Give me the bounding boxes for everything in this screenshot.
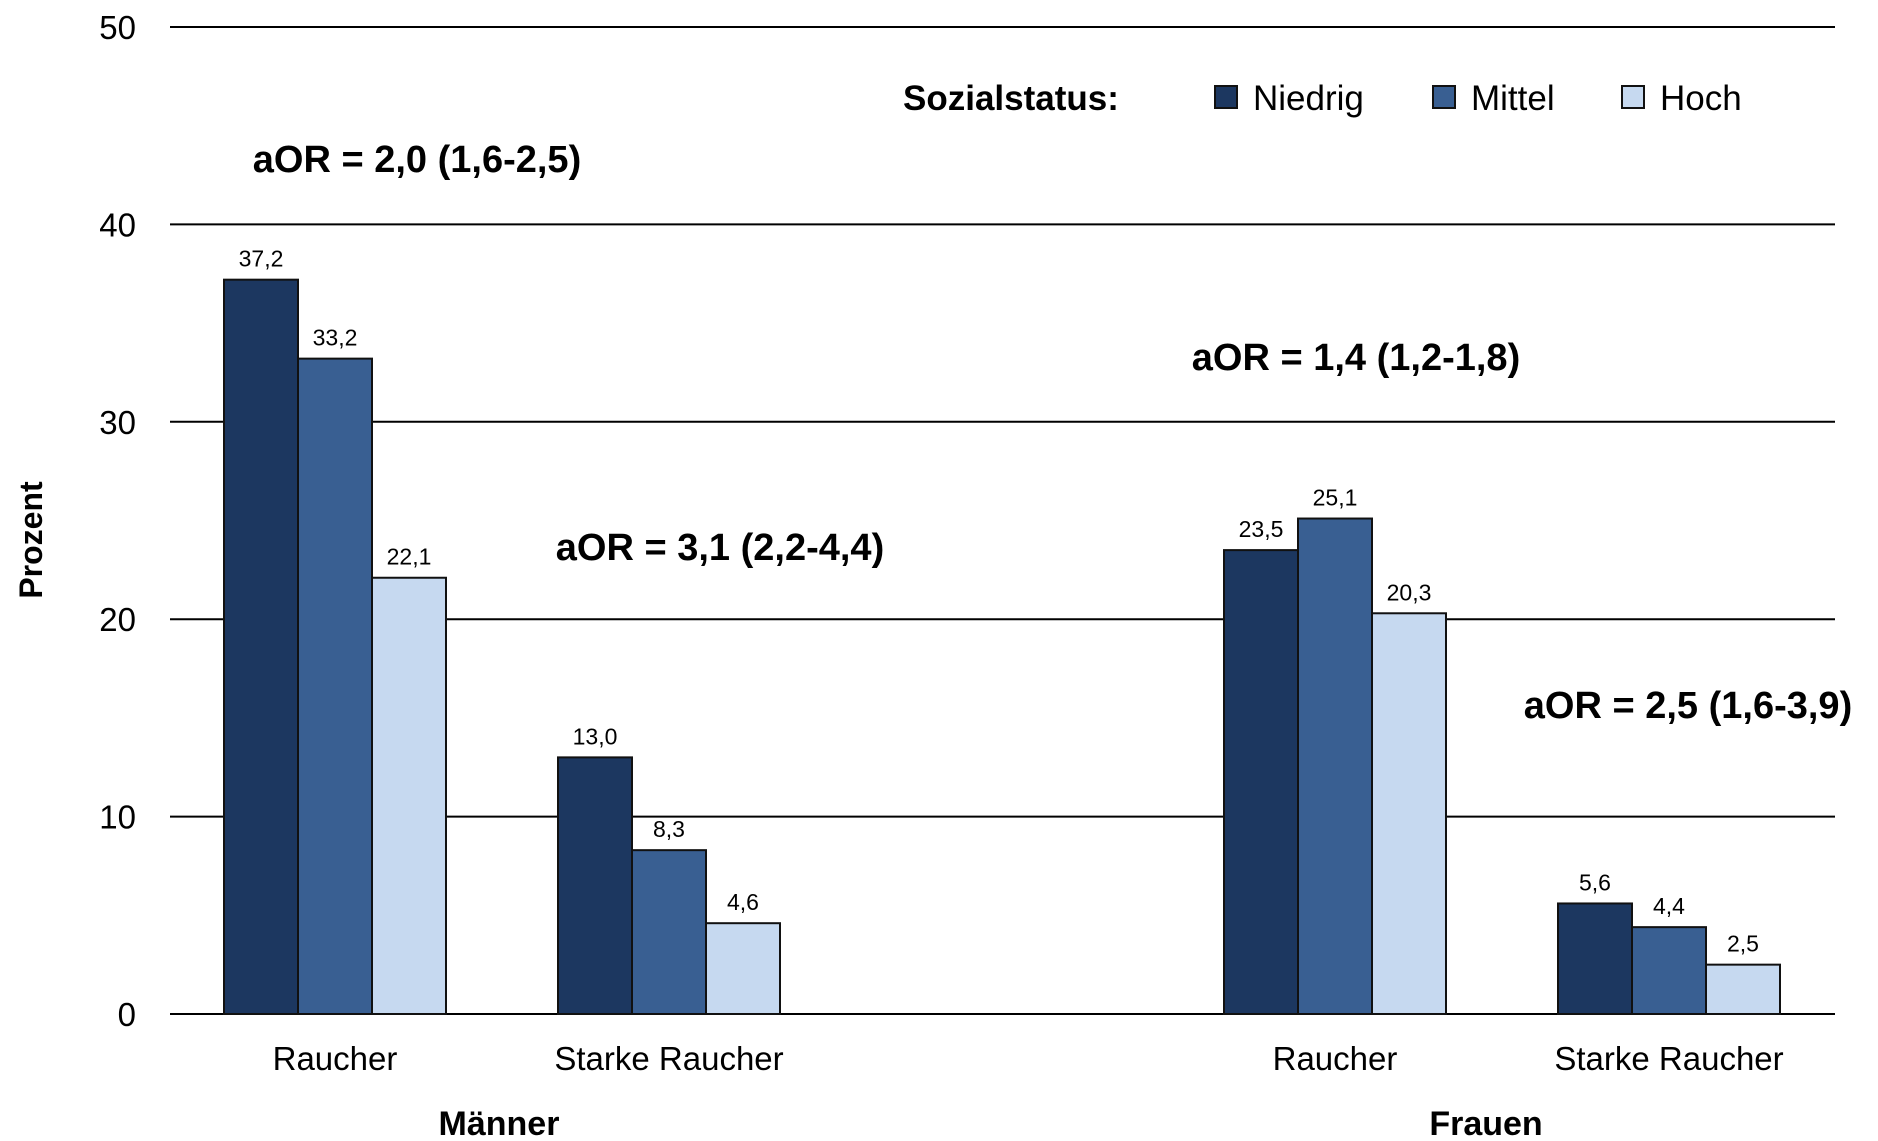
data-label: 20,3	[1387, 579, 1432, 605]
legend-label: Hoch	[1660, 79, 1742, 118]
legend-title: Sozialstatus:	[903, 79, 1119, 118]
legend-swatch-mittel	[1432, 85, 1456, 109]
data-label: 4,4	[1653, 893, 1685, 919]
legend-swatch-niedrig	[1214, 85, 1238, 109]
bar-hoch	[1371, 612, 1447, 1015]
bar-mittel	[297, 357, 373, 1015]
data-label: 13,0	[573, 723, 618, 749]
bar-niedrig	[223, 278, 299, 1015]
bar-hoch	[371, 576, 447, 1015]
data-label: 23,5	[1239, 516, 1284, 542]
y-axis-label: Prozent	[13, 481, 49, 599]
bar-niedrig	[1223, 549, 1299, 1015]
legend: Sozialstatus: Niedrig Mittel Hoch	[903, 79, 1742, 118]
bars	[223, 278, 1781, 1016]
category-label: Starke Raucher	[1554, 1040, 1783, 1077]
y-tick-label: 30	[99, 404, 136, 441]
data-label: 22,1	[387, 544, 432, 570]
aor-annotation: aOR = 2,0 (1,6-2,5)	[253, 139, 581, 181]
category-labels: Raucher Starke Raucher Männer Raucher Starke…	[273, 1040, 1784, 1141]
aor-annotations: aOR = 2,0 (1,6-2,5) aOR = 3,1 (2,2-4,4) aO…	[253, 139, 1852, 727]
group-label: Männer	[439, 1105, 560, 1141]
data-label: 5,6	[1579, 869, 1611, 895]
data-label: 8,3	[653, 816, 685, 842]
bar-hoch	[1705, 963, 1781, 1016]
bar-mittel	[1631, 926, 1707, 1015]
legend-label: Niedrig	[1253, 79, 1364, 118]
data-label: 4,6	[727, 889, 759, 915]
data-label: 25,1	[1313, 485, 1358, 511]
group-label: Frauen	[1429, 1105, 1542, 1141]
y-tick-label: 40	[99, 206, 136, 243]
legend-label: Mittel	[1471, 79, 1555, 118]
legend-swatch-hoch	[1621, 85, 1645, 109]
bar-hoch	[705, 922, 781, 1015]
bar-niedrig	[1557, 902, 1633, 1015]
data-label: 33,2	[313, 325, 358, 351]
y-tick-label: 0	[118, 996, 136, 1033]
category-label: Raucher	[1273, 1040, 1398, 1077]
category-label: Raucher	[273, 1040, 398, 1077]
y-tick-label: 20	[99, 601, 136, 638]
bar-mittel	[1297, 517, 1373, 1015]
y-axis-ticks: 0 10 20 30 40 50	[99, 9, 136, 1033]
y-tick-label: 50	[99, 9, 136, 46]
bar-mittel	[631, 849, 707, 1016]
aor-annotation: aOR = 1,4 (1,2-1,8)	[1192, 337, 1520, 379]
bar-niedrig	[557, 756, 633, 1015]
y-tick-label: 10	[99, 799, 136, 836]
data-labels: 37,2 33,2 22,1 13,0 8,3 4,6 23,5 25,1 20,3 5,6 4,4…	[239, 246, 1759, 957]
category-label: Starke Raucher	[554, 1040, 783, 1077]
data-label: 37,2	[239, 246, 284, 272]
aor-annotation: aOR = 2,5 (1,6-3,9)	[1524, 685, 1852, 727]
data-label: 2,5	[1727, 931, 1759, 957]
aor-annotation: aOR = 3,1 (2,2-4,4)	[556, 527, 884, 569]
